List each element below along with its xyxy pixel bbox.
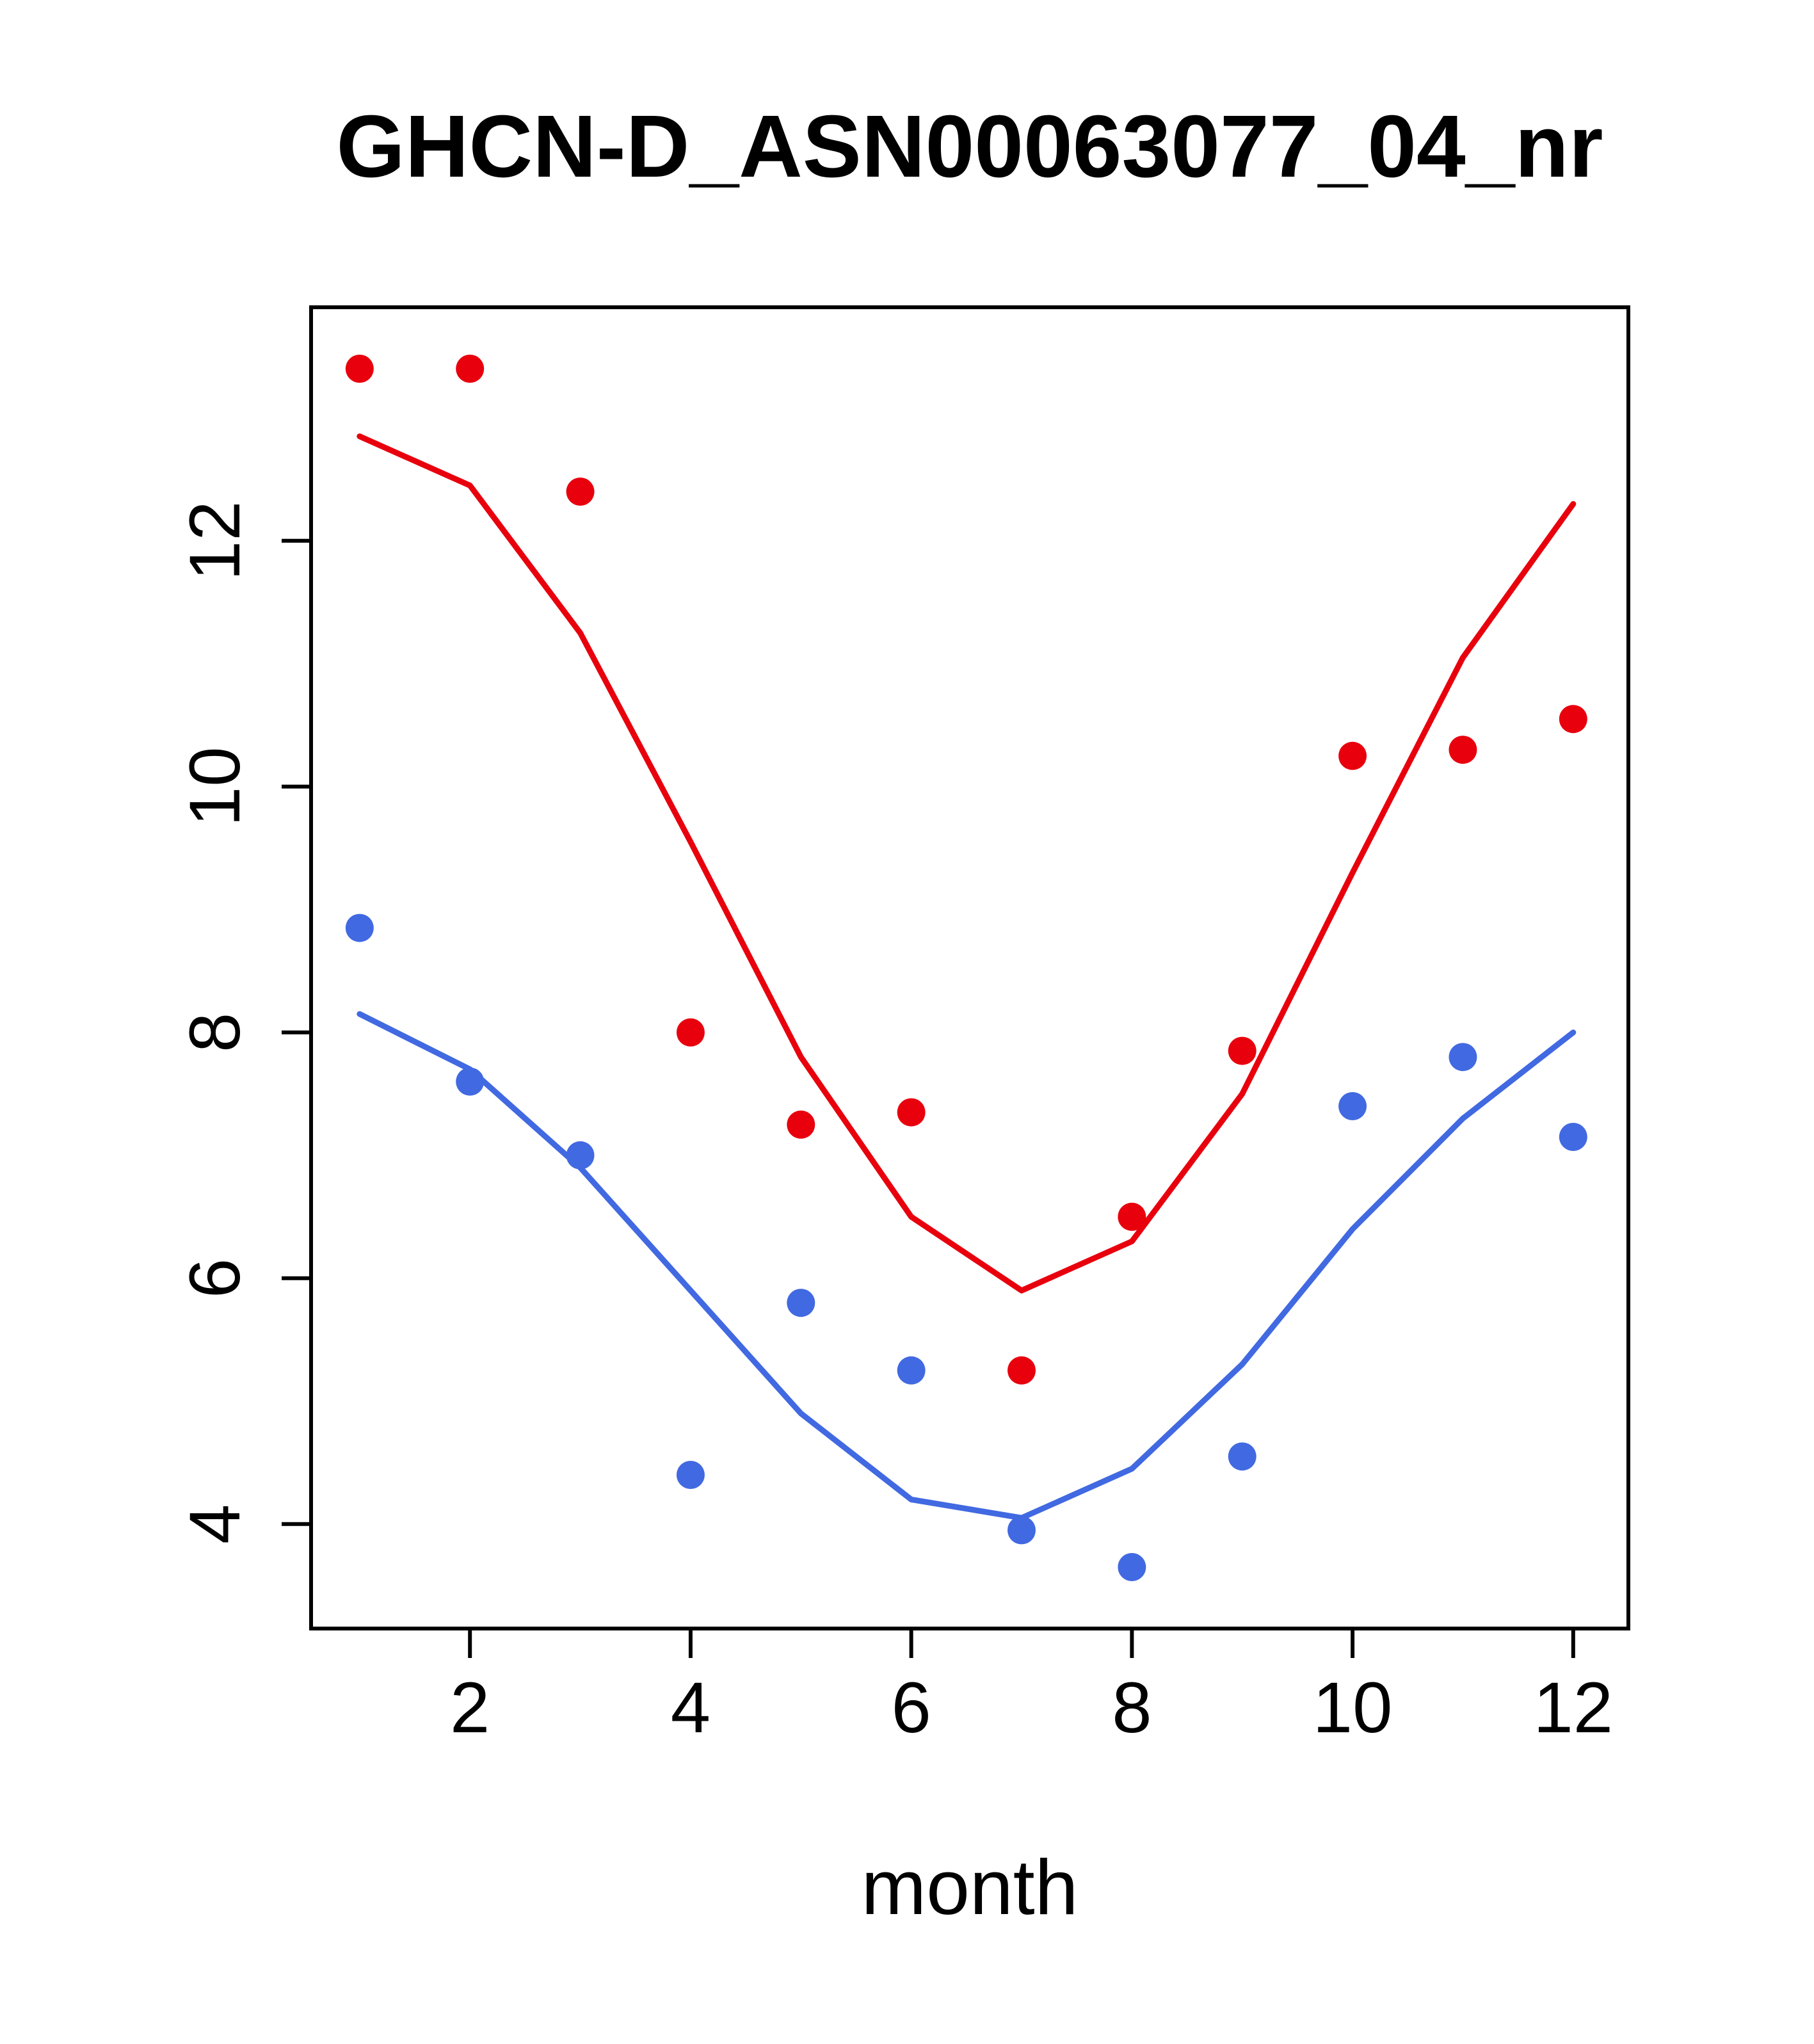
lower-points-point	[345, 913, 374, 942]
upper-points-point	[1449, 736, 1477, 764]
y-tick-label: 8	[175, 1013, 255, 1052]
upper-points-point	[566, 478, 595, 506]
upper-points-point	[897, 1098, 926, 1127]
upper-points-point	[456, 355, 485, 383]
x-tick-label: 8	[1112, 1668, 1152, 1748]
lower-points-point	[566, 1141, 595, 1170]
upper-points-point	[1559, 705, 1587, 734]
x-axis-label: month	[861, 1844, 1079, 1931]
lower-line-path	[357, 1011, 1577, 1521]
lower-points-point	[787, 1289, 815, 1317]
lower-points-point	[676, 1461, 705, 1489]
chart-title: GHCN-D_ASN00063077_04_nr	[336, 97, 1603, 196]
x-tick-label: 6	[891, 1668, 931, 1748]
y-tick-label: 6	[175, 1259, 255, 1298]
lower-points-point	[897, 1356, 926, 1385]
upper-points-point	[1007, 1356, 1036, 1385]
x-tick-label: 12	[1534, 1668, 1614, 1748]
lower-points-point	[456, 1067, 485, 1096]
lower-points-point	[1559, 1123, 1587, 1151]
x-tick-label: 10	[1313, 1668, 1393, 1748]
upper-points-point	[1338, 741, 1367, 770]
lower-points-point	[1118, 1553, 1146, 1581]
upper-points-point	[345, 355, 374, 383]
upper-points-point	[1228, 1036, 1256, 1065]
x-tick-label: 2	[450, 1668, 490, 1748]
lower-points-point	[1007, 1516, 1036, 1545]
upper-line-path	[357, 433, 1577, 1294]
x-tick-label: 4	[671, 1668, 710, 1748]
y-tick-label: 4	[175, 1504, 255, 1544]
upper-points-point	[1118, 1202, 1146, 1231]
y-tick-label: 12	[175, 501, 255, 581]
lower-points-point	[1338, 1092, 1367, 1120]
upper-points-point	[787, 1110, 815, 1139]
y-tick-label: 10	[175, 747, 255, 827]
lower-points-point	[1228, 1442, 1256, 1471]
upper-points-point	[676, 1018, 705, 1047]
lower-points-point	[1449, 1043, 1477, 1072]
plot-border	[309, 305, 1630, 1630]
